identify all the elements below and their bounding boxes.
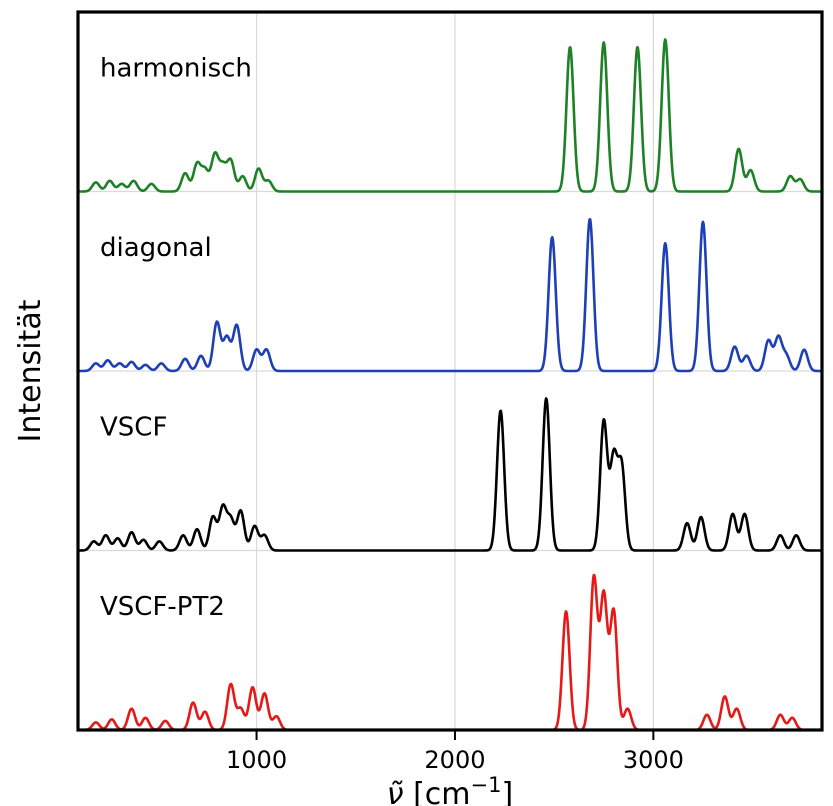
x-tick-label: 2000 [424,746,485,774]
x-tick-label: 3000 [623,746,684,774]
series-label: harmonisch [100,54,252,84]
series-label: VSCF [100,413,167,443]
spectra-chart: harmonisch diagonal VSCF VSCF-PT2 1000 2000 30… [0,0,833,806]
y-axis-label: Intensität [13,299,48,442]
x-tick-label: 1000 [226,746,287,774]
chart-svg: harmonisch diagonal VSCF VSCF-PT2 1000 2000 30… [0,0,833,806]
series-label: VSCF-PT2 [100,592,225,622]
series-label: diagonal [100,233,212,263]
